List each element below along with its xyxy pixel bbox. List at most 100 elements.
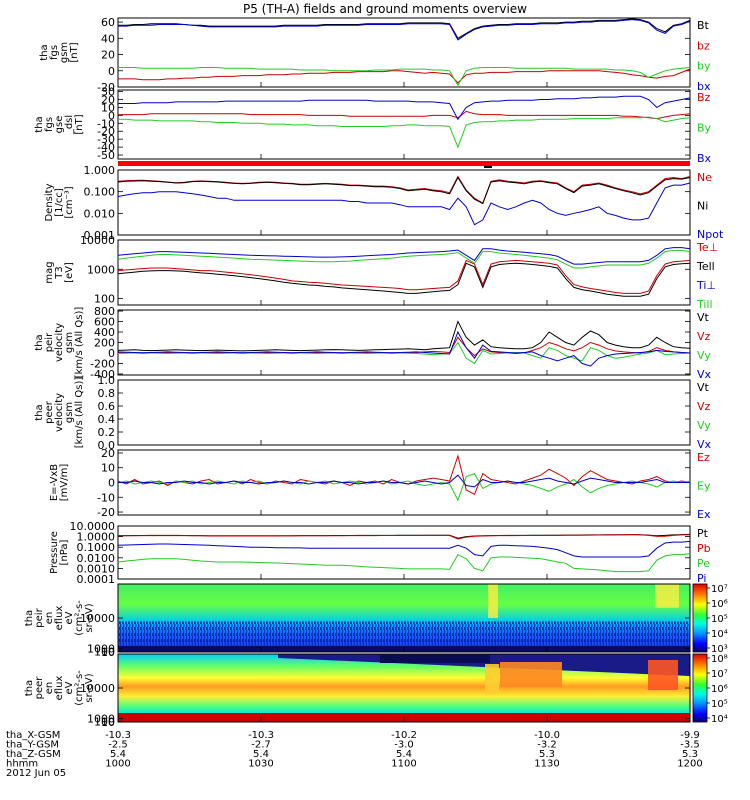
y-tick-label: -20 — [97, 506, 115, 519]
series-line-Te⊥ — [117, 259, 691, 294]
y-tick-label: 1000 — [87, 643, 115, 656]
y-tick-label: 1.0 — [98, 374, 116, 387]
spectrogram-image — [118, 654, 690, 722]
svg-text:eV: eV — [64, 611, 75, 624]
legend-label: Vz — [697, 400, 711, 413]
panel-1: 60 40 20 0 -20 tha fgs gsm [nT] Bt bz by bx — [39, 16, 711, 94]
x-axis-value: 5.4 — [110, 749, 126, 760]
x-axis-value: -10.2 — [391, 730, 417, 741]
x-axis-value: -10.3 — [105, 730, 131, 741]
spectrogram-image — [118, 584, 690, 652]
y-tick-label: -200 — [90, 357, 115, 370]
series-line-Vx — [117, 330, 691, 367]
x-axis-value: -2.5 — [108, 740, 128, 751]
legend-label: Ni — [697, 200, 708, 213]
status-bar — [118, 161, 690, 166]
y-tick-label: 100 — [94, 293, 115, 306]
legend-label: Ti⊥ — [696, 279, 716, 292]
y-tick-label: 0 — [108, 347, 115, 360]
legend-label: bx — [697, 80, 711, 93]
y-axis-label: tha fgs gse _dsl [nT] — [34, 114, 85, 135]
svg-text:peir: peir — [34, 607, 45, 627]
colorbar-tick-label: 10⁶ — [711, 599, 728, 610]
svg-text:peir: peir — [44, 332, 55, 352]
y-tick-label: 800 — [94, 305, 115, 318]
y-axis-label: tha peir en eflux eV (cm²-s-sr-eV) — [24, 600, 95, 636]
series-line-Npot — [117, 182, 691, 226]
y-axis-label: tha peer en eflux eV (cm²-s-sr-eV) — [24, 670, 95, 706]
y-tick-label: 0.6 — [98, 400, 116, 413]
y-tick-label: 0.4 — [98, 413, 116, 426]
y-tick-label: -10 — [97, 117, 115, 130]
series-line-Bt — [118, 18, 691, 39]
svg-text:[mV/m]: [mV/m] — [59, 464, 70, 502]
legend-label: Vz — [697, 330, 711, 343]
svg-text:_dsl: _dsl — [64, 115, 75, 135]
x-axis-value: 1100 — [391, 759, 416, 770]
x-axis-value: 5.3 — [682, 749, 698, 760]
y-tick-label: 0.0001 — [77, 573, 116, 586]
y-axis-label: mag T3 [eV] — [44, 261, 75, 283]
y-tick-label: -40 — [97, 141, 115, 154]
y-tick-label: -30 — [97, 133, 115, 146]
series-line-Ez — [117, 454, 691, 496]
y-tick-label: 10 — [101, 716, 115, 729]
y-axis-label: Density [1/cc] [cm⁻³] — [44, 183, 75, 221]
legend-label: Ex — [697, 508, 711, 521]
svg-text:sr-eV): sr-eV) — [84, 673, 95, 702]
legend-label: by — [697, 60, 711, 73]
y-tick-label: 0 — [108, 109, 115, 122]
svg-text:sr-eV): sr-eV) — [84, 603, 95, 632]
x-axis-value: 1200 — [677, 759, 702, 770]
legend-label: Pb — [697, 542, 711, 555]
y-tick-label: 40 — [101, 32, 115, 45]
y-tick-label: -50 — [97, 149, 115, 162]
legend-label: By — [697, 122, 712, 135]
series-line-Bz — [118, 110, 691, 120]
svg-text:tha: tha — [34, 116, 45, 132]
legend-label: Ez — [697, 451, 710, 464]
y-tick-label: 0.010 — [84, 207, 116, 220]
series-line-Ti⊥ — [117, 247, 691, 265]
svg-text:(cm²-s-: (cm²-s- — [74, 600, 85, 636]
svg-text:tha: tha — [24, 680, 35, 696]
y-tick-label: 0.0 — [98, 439, 116, 452]
svg-text:gsm: gsm — [59, 42, 70, 63]
legend-label: Te⊥ — [696, 241, 718, 254]
legend-label: bz — [697, 39, 710, 52]
y-tick-label: 600 — [94, 316, 115, 329]
series-line-Till — [117, 249, 691, 269]
x-axis-row-label: tha_Z-GSM — [6, 749, 61, 760]
y-tick-label: 10 — [101, 101, 115, 114]
series-line-bz — [118, 68, 691, 84]
y-tick-label: 20 — [101, 94, 115, 107]
panel-3: 1.000 0.100 0.010 0.001 Density [1/cc] [cm⁻³] N… — [44, 164, 724, 242]
x-axis-value: -2.7 — [251, 740, 271, 751]
panel-6: 1.00.80.60.40.20.0 tha peer velocity gsm [km/… — [34, 374, 712, 452]
colorbar-tick-label: 10⁷ — [711, 669, 728, 680]
panel-frame — [117, 169, 691, 236]
x-axis-value: 1130 — [534, 759, 559, 770]
panel-7: 20 10 0-10 -20 E=-VxB [mV/m] Ez Ey Ex — [49, 447, 711, 521]
svg-text:tha: tha — [24, 610, 35, 626]
colorbar-tick-label: 10⁷ — [711, 584, 728, 595]
colorbar-tick-label: 10⁴ — [711, 714, 728, 725]
legend-label: Bz — [697, 91, 711, 104]
series-line-Pi — [117, 540, 691, 558]
svg-text:tha: tha — [34, 334, 45, 350]
y-tick-label: 10 — [101, 462, 115, 475]
y-tick-label: -20 — [97, 125, 115, 138]
x-axis-value: -3.2 — [537, 740, 557, 751]
x-axis-row-label: tha_Y-GSM — [6, 740, 59, 751]
y-tick-label: 0.001 — [84, 229, 116, 242]
series-line-Tell — [117, 262, 691, 297]
series-line-By — [118, 116, 691, 149]
legend-label: Bt — [697, 19, 710, 32]
series-line-by — [118, 67, 691, 87]
series-line-Vy — [117, 341, 691, 365]
series-line-Pe — [117, 553, 691, 573]
y-tick-label: 0 — [108, 477, 115, 490]
